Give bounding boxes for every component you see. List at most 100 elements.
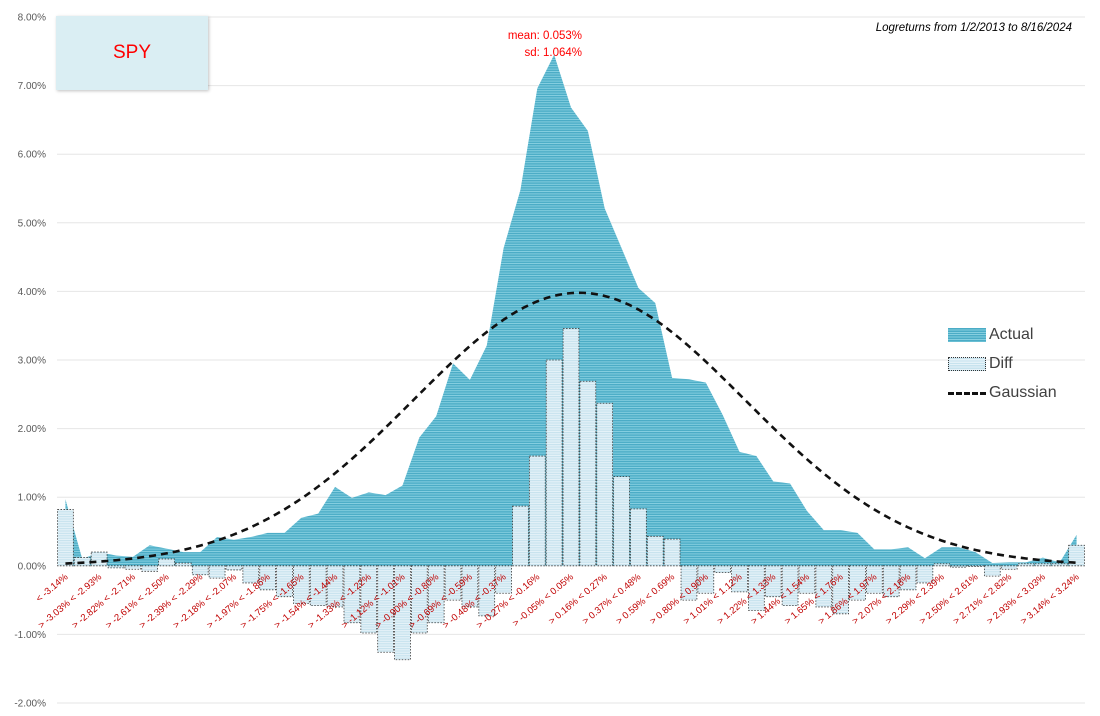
diff-bar bbox=[495, 565, 512, 594]
diff-bar bbox=[444, 565, 462, 601]
diff-bar bbox=[983, 565, 1001, 577]
y-tick-label: 5.00% bbox=[18, 218, 46, 229]
gaussian-series bbox=[65, 291, 1077, 565]
diff-bar bbox=[663, 538, 681, 567]
legend-swatch-actual bbox=[948, 327, 986, 342]
diff-bar bbox=[259, 565, 276, 591]
diff-bar bbox=[646, 535, 664, 567]
legend-swatch-gaussian bbox=[948, 391, 986, 395]
sd-annotation: sd: 1.064% bbox=[524, 47, 582, 59]
diff-bar bbox=[225, 565, 243, 571]
actual-area bbox=[65, 54, 1077, 566]
diff-bar bbox=[57, 509, 74, 567]
diff-bar bbox=[90, 551, 108, 567]
y-axis-labels: -2.00% -1.00% 0.00% 1.00% 2.00% 3.00% 4.00% 5.0… bbox=[14, 13, 46, 710]
diff-bar bbox=[798, 565, 816, 594]
y-tick-label: -1.00% bbox=[14, 630, 46, 641]
legend-label-gaussian: Gaussian bbox=[989, 383, 1057, 401]
chart-subtitle: Logreturns from 1/2/2013 to 8/16/2024 bbox=[875, 22, 1072, 34]
diff-bar bbox=[1068, 544, 1085, 567]
y-tick-label: 8.00% bbox=[18, 13, 46, 24]
x-tick-label: > 2.93% < 3.03% bbox=[985, 571, 1048, 627]
gaussian-line bbox=[65, 291, 1077, 565]
diff-bar bbox=[1051, 563, 1069, 567]
y-tick-label: 0.00% bbox=[18, 561, 46, 572]
x-tick-label: > 0.59% < 0.69% bbox=[614, 571, 677, 627]
diff-bar bbox=[343, 565, 361, 624]
diff-bar bbox=[916, 565, 934, 584]
legend-label-actual: Actual bbox=[989, 325, 1034, 343]
diff-bar bbox=[1034, 563, 1052, 567]
ticker-box: SPY bbox=[56, 16, 208, 90]
diff-bar bbox=[680, 565, 698, 601]
y-tick-label: 4.00% bbox=[18, 287, 46, 298]
diff-bar bbox=[630, 508, 647, 567]
diff-bar bbox=[596, 402, 614, 567]
diff-bar bbox=[208, 565, 226, 579]
x-tick-label: > -0.05% < 0.05% bbox=[511, 571, 577, 629]
diff-bar bbox=[731, 565, 748, 593]
diff-bar bbox=[967, 565, 984, 567]
diff-bar bbox=[781, 565, 799, 606]
diff-bar bbox=[748, 565, 765, 611]
diff-bar bbox=[882, 565, 900, 598]
diff-bar bbox=[394, 565, 411, 661]
diff-bar bbox=[124, 565, 142, 570]
x-tick-label: > 2.71% < 2.82% bbox=[951, 571, 1014, 627]
diff-bar bbox=[242, 565, 260, 584]
diff-bar bbox=[360, 565, 378, 634]
diff-bar bbox=[866, 565, 883, 594]
diff-bar bbox=[141, 565, 159, 572]
diff-bar bbox=[309, 565, 327, 606]
diff-bar bbox=[478, 565, 496, 617]
y-tick-label: 2.00% bbox=[18, 424, 46, 435]
diff-bar bbox=[899, 565, 917, 591]
diff-bar bbox=[1000, 565, 1018, 570]
diff-bar bbox=[1017, 563, 1035, 567]
mean-annotation: mean: 0.053% bbox=[507, 30, 582, 42]
y-tick-label: 6.00% bbox=[18, 150, 46, 161]
diff-bar bbox=[293, 565, 310, 604]
diff-bar bbox=[528, 455, 546, 567]
diff-bar bbox=[579, 380, 597, 567]
diff-bar bbox=[175, 562, 192, 567]
diff-bar bbox=[191, 565, 209, 576]
diff-bar bbox=[107, 565, 125, 569]
x-tick-label: > 3.14% < 3.24% bbox=[1019, 571, 1082, 627]
stats-annotation: mean: 0.053% sd: 1.064% bbox=[470, 28, 582, 62]
diff-bar bbox=[815, 565, 833, 608]
y-tick-label: 7.00% bbox=[18, 81, 46, 92]
diff-bar bbox=[933, 563, 951, 567]
actual-series bbox=[65, 54, 1077, 566]
diff-bar bbox=[832, 565, 849, 615]
legend-item-gaussian: Gaussian bbox=[948, 378, 1057, 407]
diff-bar bbox=[512, 505, 529, 567]
legend-item-actual: Actual bbox=[948, 320, 1057, 349]
legend-label-diff: Diff bbox=[989, 354, 1013, 372]
y-tick-label: -2.00% bbox=[14, 699, 46, 710]
diff-bar bbox=[562, 328, 580, 567]
x-tick-label: > 0.37% < 0.48% bbox=[580, 571, 643, 627]
x-tick-label: > 0.80% < 0.90% bbox=[648, 571, 711, 627]
diff-bar bbox=[276, 565, 293, 598]
x-tick-label: > 0.16% < 0.27% bbox=[547, 571, 610, 627]
diff-bar bbox=[411, 565, 428, 634]
diff-bar bbox=[950, 565, 967, 568]
diff-bar bbox=[714, 565, 731, 574]
diff-bar bbox=[326, 565, 344, 608]
diff-bar bbox=[697, 565, 715, 594]
diff-bar bbox=[613, 476, 630, 567]
diff-bar bbox=[461, 565, 479, 608]
diff-bar bbox=[158, 558, 175, 567]
diff-bar bbox=[545, 359, 563, 567]
legend: Actual Diff Gaussian bbox=[948, 320, 1057, 407]
y-tick-label: 1.00% bbox=[18, 493, 46, 504]
diff-series bbox=[57, 328, 1085, 661]
chart-title: SPY bbox=[112, 42, 152, 63]
diff-bar bbox=[377, 565, 394, 653]
y-tick-label: 3.00% bbox=[18, 356, 46, 367]
legend-item-diff: Diff bbox=[948, 349, 1057, 378]
legend-swatch-diff bbox=[948, 356, 986, 371]
diff-bar bbox=[849, 565, 866, 601]
